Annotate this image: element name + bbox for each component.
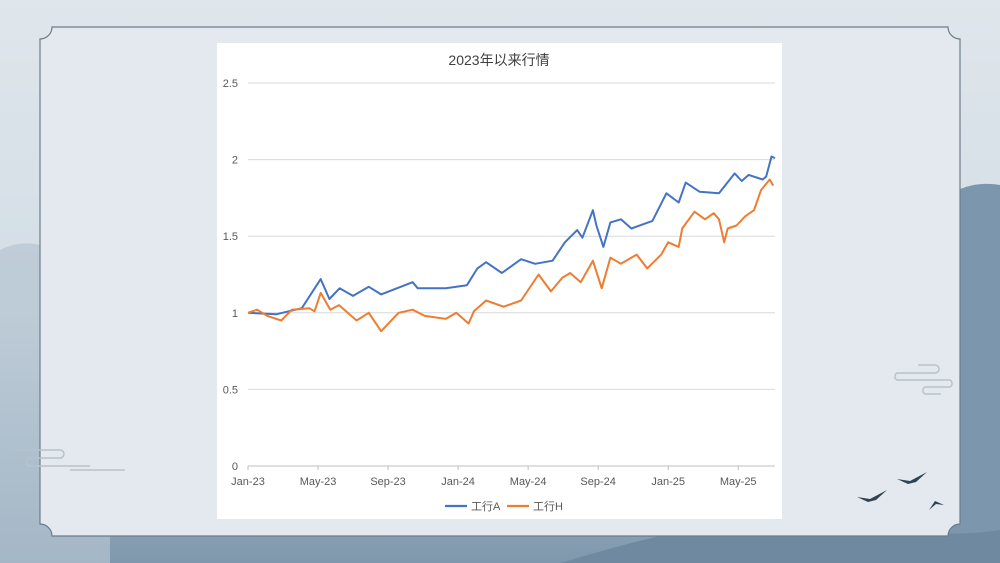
x-tick-label: Sep-23 [370, 476, 405, 488]
legend-label-h: 工行H [533, 500, 563, 513]
legend: 工行A 工行H [445, 500, 563, 513]
y-tick-label: 0.5 [223, 384, 238, 396]
chart-title: 2023年以来行情 [448, 52, 549, 68]
x-tick-label: May-23 [300, 476, 337, 488]
x-tick-label: May-24 [510, 476, 547, 488]
x-tick-label: Sep-24 [580, 476, 615, 488]
y-tick-label: 2.5 [223, 78, 238, 90]
cloud-ornament-left [14, 449, 125, 471]
cloud-ornament-right [894, 364, 953, 395]
y-tick-label: 2 [232, 155, 238, 167]
y-tick-label: 0 [232, 461, 238, 473]
legend-label-a: 工行A [471, 500, 501, 513]
series-line-h [247, 178, 775, 333]
line-chart: 2023年以来行情 0 0.5 1 1.5 2 2.5 Jan-23 May-23 Sep-2… [223, 52, 776, 513]
y-tick-label: 1.5 [223, 231, 238, 243]
y-tick-label: 1 [232, 308, 238, 320]
x-tick-label: Jan-25 [651, 476, 685, 488]
chart-card: 2023年以来行情 0 0.5 1 1.5 2 2.5 Jan-23 May-23 Sep-2… [217, 43, 782, 519]
series-line-a [247, 155, 776, 316]
x-tick-label: Jan-23 [231, 476, 265, 488]
x-tick-label: Jan-24 [441, 476, 475, 488]
birds-icon [857, 472, 944, 510]
x-tick-label: May-25 [720, 476, 757, 488]
